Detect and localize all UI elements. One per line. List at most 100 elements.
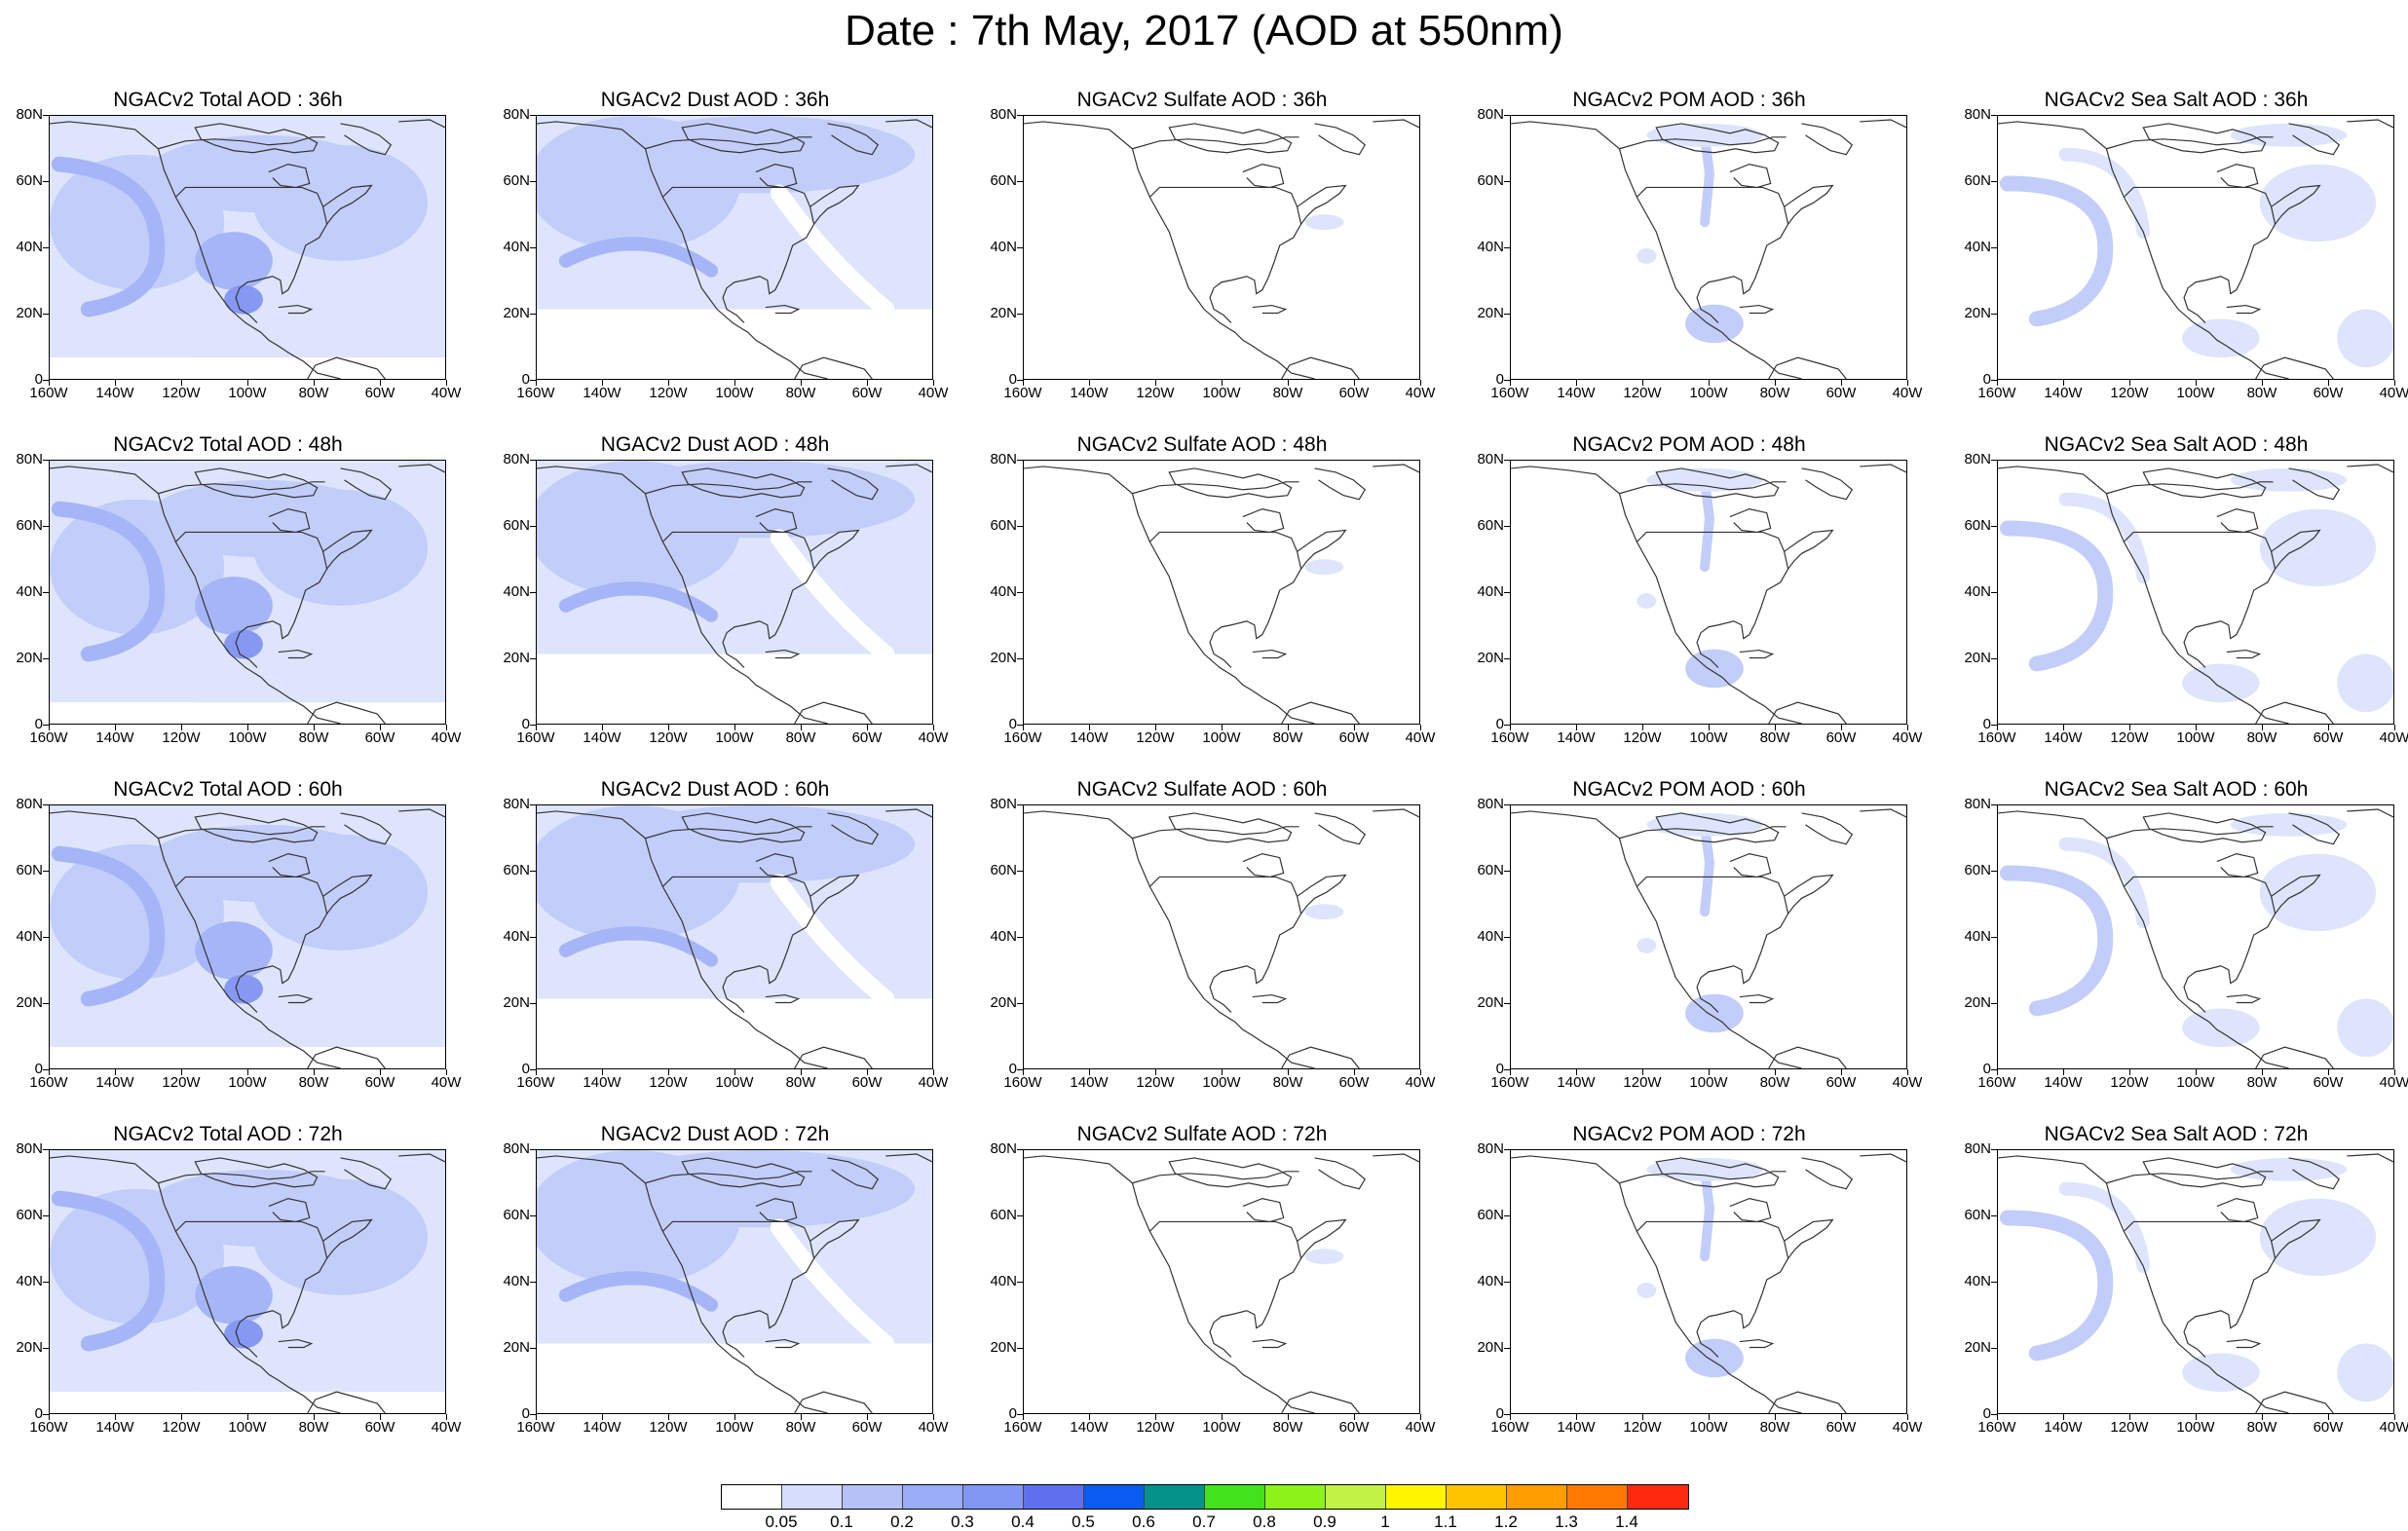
lon-tick: [1288, 380, 1289, 386]
colorbar-label: 0.7: [1192, 1512, 1216, 1531]
lat-tick-label: 0: [1495, 1405, 1504, 1422]
lon-tick-label: 140W: [95, 385, 134, 401]
lat-tick-label: 80N: [990, 106, 1017, 123]
lon-tick-label: 40W: [1892, 1419, 1923, 1436]
lat-tick: [530, 937, 536, 938]
lon-tick-label: 120W: [649, 1419, 688, 1436]
lat-tick: [43, 1149, 49, 1150]
lat-tick: [43, 181, 49, 182]
lon-tick-label: 60W: [851, 1419, 883, 1436]
lat-tick: [43, 871, 49, 872]
lon-tick: [446, 725, 447, 730]
lat-tick-label: 40N: [503, 928, 530, 945]
lat-tick-label: 20N: [16, 305, 43, 321]
lon-tick-label: 40W: [1892, 729, 1923, 746]
lon-tick: [1775, 725, 1776, 730]
lat-tick: [530, 1348, 536, 1349]
lon-tick: [668, 725, 669, 730]
aod-field: [537, 1150, 932, 1413]
lon-tick-label: 100W: [1689, 385, 1728, 401]
panel-title: NGACv2 POM AOD : 60h: [1572, 778, 1806, 801]
lat-tick: [530, 460, 536, 461]
lon-tick: [1510, 1414, 1511, 1420]
lon-tick: [181, 1414, 182, 1420]
lon-tick-label: 40W: [1892, 385, 1923, 401]
lat-tick: [530, 247, 536, 248]
lat-tick: [1991, 1215, 1997, 1216]
lon-tick: [2328, 725, 2329, 730]
lat-tick-label: 80N: [1964, 796, 1991, 812]
colorbar-swatch: [1084, 1485, 1145, 1509]
lon-tick: [1642, 1414, 1643, 1420]
lat-tick-label: 60N: [990, 172, 1017, 189]
lat-tick-label: 60N: [1964, 517, 1991, 534]
lat-tick-label: 80N: [16, 451, 43, 467]
lon-tick: [536, 380, 537, 386]
lat-tick: [1991, 1414, 1997, 1415]
map-panel: NGACv2 Sea Salt AOD : 60h 80N 60N 40N 20N 0 16…: [1952, 777, 2408, 1118]
lon-tick-label: 140W: [1557, 729, 1596, 746]
lon-tick-label: 40W: [431, 1419, 462, 1436]
lat-tick: [1504, 314, 1510, 315]
lon-tick-label: 80W: [298, 729, 329, 746]
lon-tick: [1907, 725, 1908, 730]
lon-tick: [1089, 380, 1090, 386]
map-panel: NGACv2 Sea Salt AOD : 36h 80N 60N 40N 20N 0 16…: [1952, 88, 2408, 429]
panel-title: NGACv2 POM AOD : 36h: [1572, 89, 1806, 111]
colorbar-swatch: [843, 1485, 903, 1509]
lat-tick-label: 0: [1982, 1061, 1991, 1077]
lon-tick-label: 140W: [583, 1419, 621, 1436]
lon-tick: [2328, 380, 2329, 386]
lon-tick: [801, 1414, 802, 1420]
lon-tick: [2394, 1414, 2395, 1420]
lat-tick-label: 20N: [990, 994, 1017, 1011]
lat-tick: [43, 1003, 49, 1004]
lon-tick: [933, 1414, 934, 1420]
lon-tick-label: 160W: [1003, 385, 1042, 401]
colorbar-label: 0.3: [951, 1512, 974, 1531]
lat-tick: [1991, 460, 1997, 461]
coastline: [1024, 808, 1419, 1068]
lon-tick-label: 100W: [715, 1419, 754, 1436]
lat-tick: [43, 725, 49, 726]
map-panel: NGACv2 Dust AOD : 36h 80N 60N 40N 20N 0 160W 14…: [491, 88, 978, 429]
coastline: [1511, 464, 1906, 724]
lon-tick: [1023, 725, 1024, 730]
map-plot-area: [1023, 1149, 1420, 1414]
lat-tick: [1504, 115, 1510, 116]
lon-tick: [2129, 725, 2130, 730]
lat-tick: [1991, 871, 1997, 872]
lon-tick-label: 60W: [364, 729, 395, 746]
coastline: [537, 464, 932, 724]
lon-tick-label: 60W: [1338, 1074, 1370, 1091]
map-panel: NGACv2 Sulfate AOD : 36h 80N 60N 40N 20N 0 160…: [978, 88, 1465, 429]
lat-tick-label: 60N: [1477, 862, 1504, 878]
lat-tick: [1017, 526, 1023, 527]
panel-title: NGACv2 POM AOD : 48h: [1572, 433, 1806, 456]
map-plot-area: [1510, 804, 1907, 1069]
lat-tick: [530, 1215, 536, 1216]
lat-tick-label: 0: [521, 371, 530, 388]
colorbar-label: 0.6: [1132, 1512, 1155, 1531]
lon-tick: [1089, 1414, 1090, 1420]
lat-tick-label: 80N: [503, 1140, 530, 1157]
lon-tick-label: 100W: [228, 1074, 267, 1091]
lon-tick: [2262, 1414, 2263, 1420]
colorbar-swatch: [1386, 1485, 1447, 1509]
coastline: [1998, 119, 2393, 379]
lon-tick: [2129, 1414, 2130, 1420]
lon-tick-label: 100W: [228, 729, 267, 746]
lat-tick-label: 60N: [503, 517, 530, 534]
lat-tick-label: 60N: [1964, 1207, 1991, 1223]
panel-title: NGACv2 Sulfate AOD : 48h: [1076, 433, 1328, 456]
lon-tick-label: 80W: [1759, 385, 1790, 401]
lat-tick-label: 40N: [16, 239, 43, 255]
lat-tick: [1991, 380, 1997, 381]
map-plot-area: [1510, 1149, 1907, 1414]
lat-tick-label: 60N: [1477, 1207, 1504, 1223]
lon-tick-label: 140W: [1070, 729, 1109, 746]
lat-tick: [43, 380, 49, 381]
panel-title: NGACv2 Sulfate AOD : 36h: [1076, 89, 1328, 111]
lon-tick: [1155, 1069, 1156, 1075]
lat-tick-label: 20N: [16, 1339, 43, 1356]
